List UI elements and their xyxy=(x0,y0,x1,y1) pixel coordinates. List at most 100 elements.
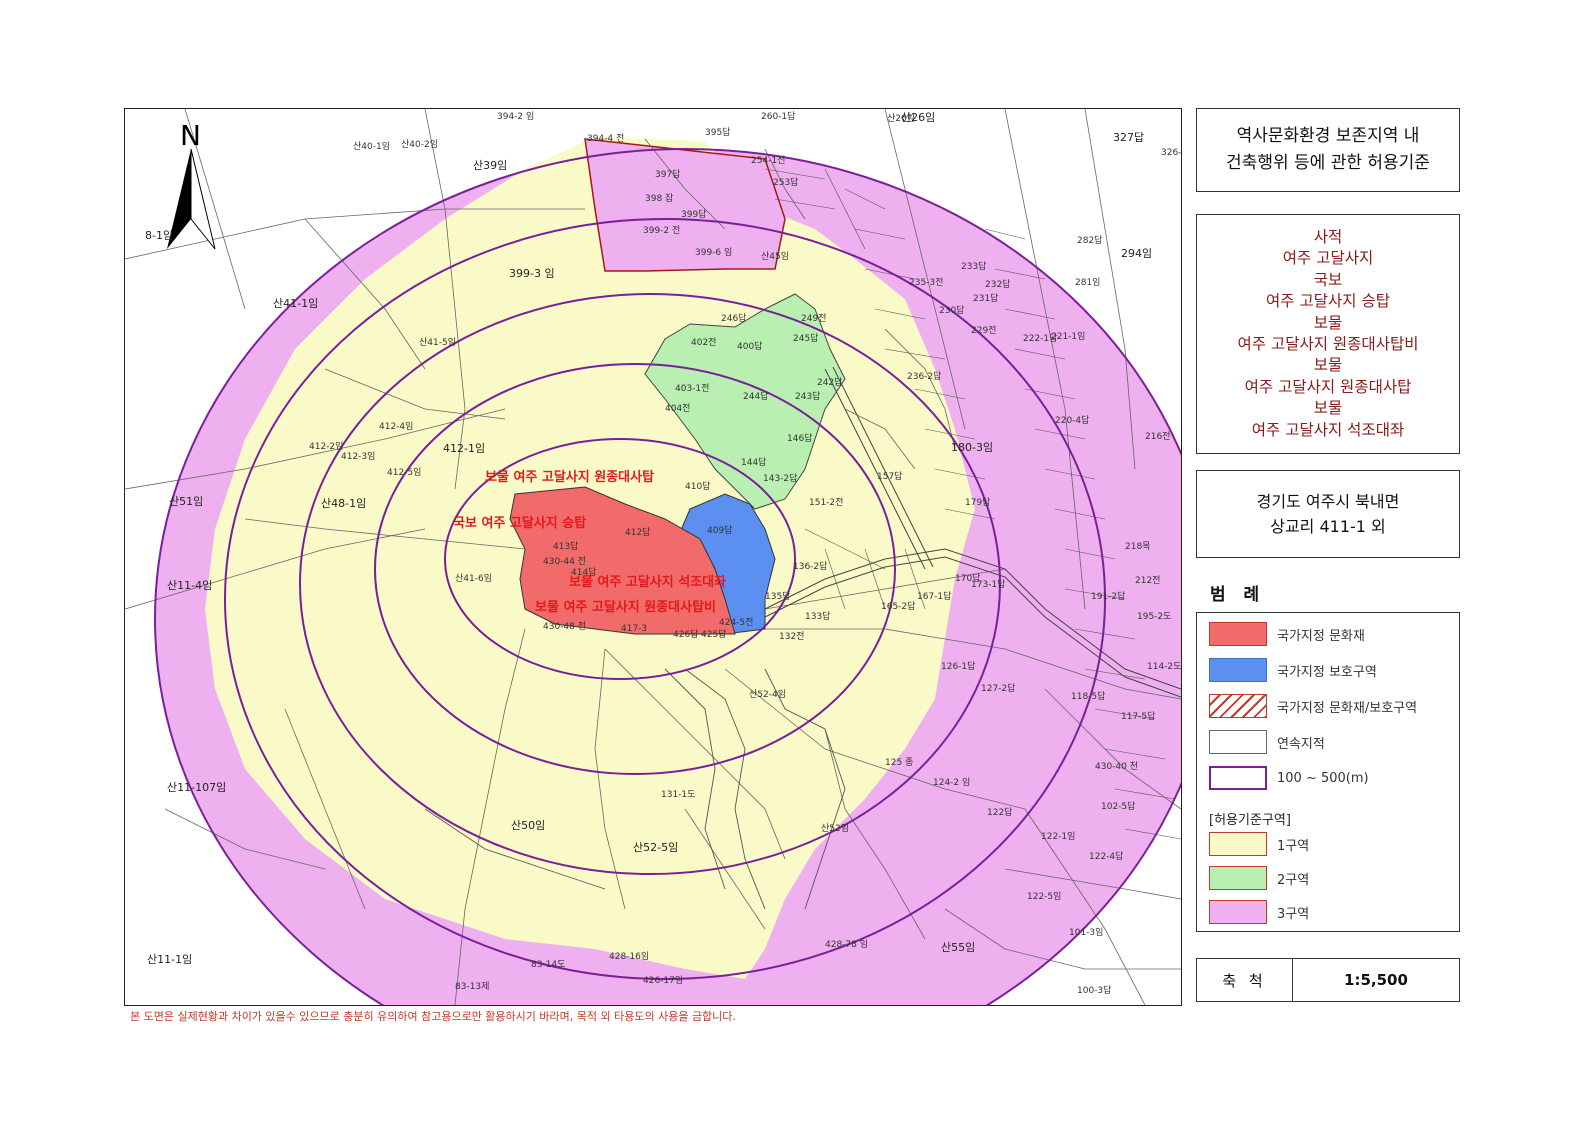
parcel-label: 122답 xyxy=(987,806,1012,818)
legend-row: 국가지정 문화재 xyxy=(1209,621,1365,647)
legend-label: 국가지정 문화재 xyxy=(1277,628,1365,644)
buffer-ring-100m xyxy=(444,438,796,680)
parcel-label: 428-78 임 xyxy=(825,938,868,950)
parcel-label: 231답 xyxy=(973,292,998,304)
location-line1: 경기도 여주시 북내면 xyxy=(1256,492,1400,511)
zone-3-east-strip xyxy=(765,229,1005,989)
parcel-label: 118-5답 xyxy=(1071,690,1105,702)
legend-row: 2구역 xyxy=(1209,865,1309,891)
map-canvas: N 보물 여주 고달사지 원종대사탑 국보 여주 고달사지 승탑 보물 여주 고… xyxy=(125,109,1181,1005)
parcel-label: 133답 xyxy=(805,610,830,622)
parcel-label: 282답 xyxy=(1077,234,1102,246)
parcel-label: 398 잡 xyxy=(645,192,673,204)
parcel-label: 122-4답 xyxy=(1089,850,1123,862)
parcel-label: 122-1임 xyxy=(1041,830,1075,842)
heritage-item: 여주 고달사지 xyxy=(1282,249,1374,268)
parcel-label: 399-3 임 xyxy=(509,267,555,280)
parcel-label: 127-2답 xyxy=(981,682,1015,694)
parcel-label: 424-5전 xyxy=(719,617,753,628)
heritage-label-tapbi: 보물 여주 고달사지 원종대사탑비 xyxy=(535,599,716,615)
parcel-label: 428-16임 xyxy=(609,950,649,962)
parcel-label: 397답 xyxy=(655,168,680,180)
parcel-label: 394-4 전 xyxy=(587,133,624,144)
parcel-label: 157답 xyxy=(877,470,902,482)
map-title-line1: 역사문화환경 보존지역 내 xyxy=(1236,126,1420,146)
parcel-label: 산52-4임 xyxy=(749,688,786,700)
parcel-label: 412-5임 xyxy=(387,466,421,478)
legend-row: 국가지정 문화재/보호구역 xyxy=(1209,693,1417,719)
parcel-label: 412-2임 xyxy=(309,440,343,452)
parcel-label: 132전 xyxy=(779,631,804,642)
parcel-label: 산40-2임 xyxy=(401,138,438,150)
parcel-label: 242답 xyxy=(817,376,842,388)
parcel-label: 425답 xyxy=(701,628,726,640)
road-lines xyxy=(764,366,1181,698)
parcel-label: 212전 xyxy=(1135,575,1160,586)
parcel-label: 216전 xyxy=(1145,431,1170,442)
parcel-label: 146답 xyxy=(787,432,812,444)
parcel-label: 235-3전 xyxy=(909,277,943,288)
zone-2-area xyxy=(644,293,846,510)
parcel-label: 산50임 xyxy=(511,819,545,832)
legend-label: 3구역 xyxy=(1277,906,1310,922)
parcel-label: 222-1답 xyxy=(1023,332,1057,344)
parcel-label: 산41-5임 xyxy=(419,336,456,348)
legend-row: 1구역 xyxy=(1209,831,1309,857)
legend-swatch-zone2 xyxy=(1209,866,1267,890)
parcel-label: 165-2답 xyxy=(881,600,915,612)
parcel-label: 260-1답 xyxy=(761,110,795,122)
heritage-item: 보물 xyxy=(1313,399,1343,418)
parcel-label: 100-3답 xyxy=(1077,984,1111,996)
parcel-label: 산39임 xyxy=(473,159,507,172)
parcel-label: 221-1임 xyxy=(1051,330,1085,342)
zone-heading: [허용기준구역] xyxy=(1209,813,1291,828)
parcel-label: 253답 xyxy=(773,176,798,188)
parcel-label: 413답 xyxy=(553,540,578,552)
legend-swatch-protection xyxy=(1209,658,1267,682)
buffer-ring-300m xyxy=(299,293,1001,875)
legend-label: 1구역 xyxy=(1277,838,1310,854)
parcel-label: 244답 xyxy=(743,390,768,402)
parcel-label: 산45임 xyxy=(761,250,789,262)
parcel-label: 151-2전 xyxy=(809,497,843,508)
parcel-label: 167-1답 xyxy=(917,590,951,602)
heritage-item: 보물 xyxy=(1313,313,1343,332)
parcel-label: 430-44 전 xyxy=(543,556,586,567)
parcel-label: 394-2 임 xyxy=(497,110,534,122)
parcel-label: 산52임 xyxy=(821,822,849,834)
parcel-label: 산11-107임 xyxy=(167,781,226,794)
heritage-list-panel: 사적 여주 고달사지 국보 여주 고달사지 승탑 보물 여주 고달사지 원종대사… xyxy=(1196,214,1460,454)
heritage-labels: 보물 여주 고달사지 원종대사탑 국보 여주 고달사지 승탑 보물 여주 고달사… xyxy=(453,469,726,615)
parcel-label: 126-1답 xyxy=(941,660,975,672)
buffer-ring-400m xyxy=(224,218,1106,980)
legend-label: 2구역 xyxy=(1277,872,1310,888)
heritage-item: 보물 xyxy=(1313,356,1343,375)
parcel-label: 404전 xyxy=(665,403,690,414)
parcel-label: 245답 xyxy=(793,332,818,344)
parcel-label: 412답 xyxy=(625,526,650,538)
parcel-label: 195-2도 xyxy=(1137,612,1171,622)
parcel-lines xyxy=(125,109,1181,1005)
location-panel: 경기도 여주시 북내면 상교리 411-1 외 xyxy=(1196,470,1460,558)
parcel-label: 403-1전 xyxy=(675,383,709,394)
zone-3-top-patch xyxy=(584,138,786,272)
heritage-item: 여주 고달사지 원종대사탑비 xyxy=(1237,335,1419,353)
legend-label: 100 ~ 500(m) xyxy=(1277,770,1369,786)
legend-row: 국가지정 보호구역 xyxy=(1209,657,1377,683)
map-frame: N 보물 여주 고달사지 원종대사탑 국보 여주 고달사지 승탑 보물 여주 고… xyxy=(124,108,1182,1006)
parcel-label: 327답 xyxy=(1113,131,1144,144)
parcel-label: 412-3임 xyxy=(341,450,375,462)
parcel-label: 산26임 xyxy=(901,111,935,124)
legend-swatch-zone1 xyxy=(1209,832,1267,856)
parcel-label: 산52-5임 xyxy=(633,841,678,854)
parcel-label: 산11-1임 xyxy=(147,953,192,966)
buffer-rings xyxy=(154,148,1181,1005)
parcel-label: 220-4답 xyxy=(1055,414,1089,426)
heritage-item: 여주 고달사지 승탑 xyxy=(1266,292,1390,311)
location-line2: 상교리 411-1 외 xyxy=(1270,517,1386,536)
parcel-label: 281임 xyxy=(1075,276,1100,288)
heritage-area xyxy=(509,486,736,635)
parcel-label: 102-5답 xyxy=(1101,800,1135,812)
parcel-label: 229전 xyxy=(971,325,996,336)
map-title-panel: 역사문화환경 보존지역 내 건축행위 등에 관한 허용기준 xyxy=(1196,108,1460,192)
